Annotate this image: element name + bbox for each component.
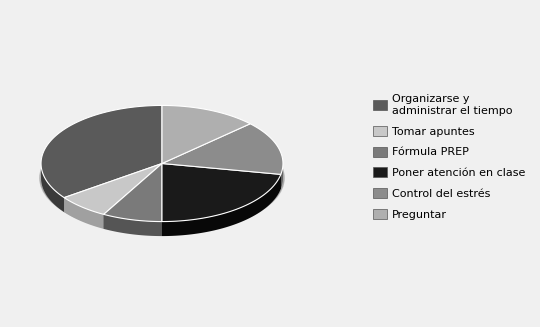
Polygon shape — [41, 164, 64, 212]
Polygon shape — [162, 164, 281, 189]
Polygon shape — [64, 198, 104, 229]
Polygon shape — [104, 164, 162, 229]
Legend: Organizarse y
administrar el tiempo, Tomar apuntes, Fórmula PREP, Poner atención: Organizarse y administrar el tiempo, Tom… — [370, 91, 529, 223]
Polygon shape — [162, 174, 281, 236]
Polygon shape — [162, 105, 250, 164]
Polygon shape — [104, 215, 162, 236]
Polygon shape — [162, 164, 281, 222]
Polygon shape — [281, 164, 283, 189]
Polygon shape — [104, 164, 162, 222]
Polygon shape — [41, 105, 162, 198]
Polygon shape — [162, 124, 283, 174]
Polygon shape — [162, 164, 281, 189]
Polygon shape — [64, 164, 162, 212]
Polygon shape — [64, 164, 162, 212]
Polygon shape — [64, 164, 162, 215]
Polygon shape — [104, 164, 162, 229]
Ellipse shape — [40, 122, 284, 234]
